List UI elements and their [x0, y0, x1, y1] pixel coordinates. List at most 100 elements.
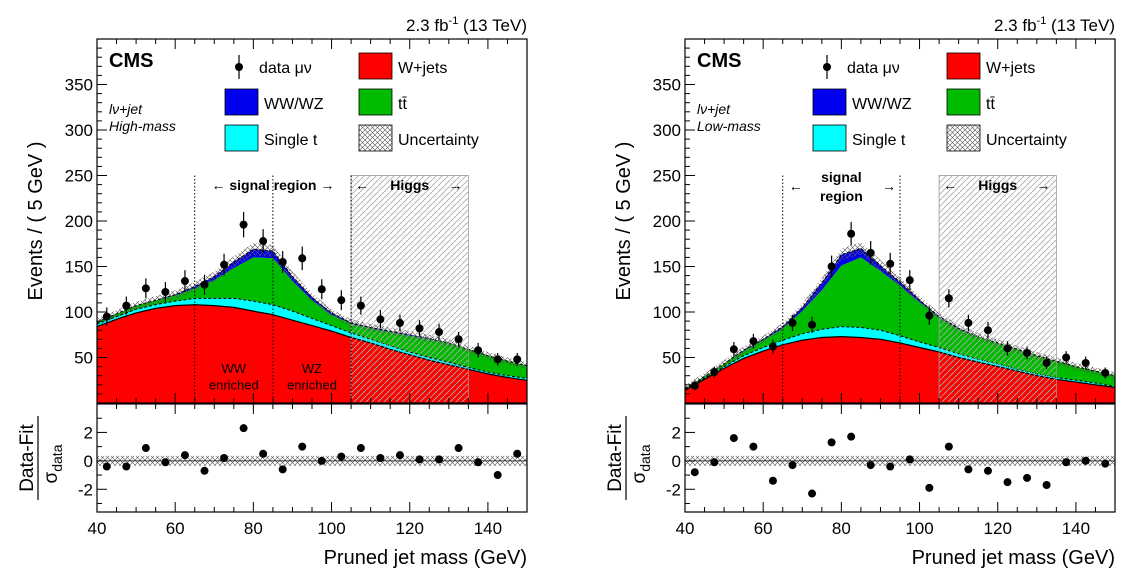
ratio-point	[768, 476, 777, 485]
lumi-sup: -1	[449, 15, 459, 27]
legend: data μν W+jets WW/WZ tt̄ Single t Uncertainty	[812, 52, 1067, 152]
ratio-point	[1101, 459, 1110, 468]
data-point	[122, 301, 131, 310]
data-point	[925, 311, 934, 320]
ratio-y-label-numerator: Data-Fit	[17, 424, 38, 492]
ratio-y-label-numerator: Data-Fit	[605, 424, 626, 492]
lumi-value: 2.3 fb	[406, 16, 449, 35]
enriched-label: enriched	[287, 377, 337, 392]
x-tick-label: 140	[474, 519, 502, 538]
higgs-region	[938, 175, 1057, 403]
data-point	[710, 368, 719, 377]
data-point	[1101, 368, 1110, 377]
data-point	[493, 355, 502, 364]
ratio-point	[200, 466, 209, 475]
data-point	[161, 287, 170, 296]
y-tick-label: 200	[65, 212, 93, 231]
enriched-label: WW	[222, 361, 247, 376]
lumi-suffix: (13 TeV)	[458, 16, 527, 35]
legend-singlet-swatch	[224, 124, 259, 152]
data-point	[141, 284, 150, 293]
data-point	[337, 296, 346, 305]
ratio-point	[454, 444, 463, 453]
y-tick-label: 350	[653, 76, 681, 95]
y-tick-label: 150	[65, 258, 93, 277]
data-point	[1003, 344, 1012, 353]
enriched-label: WZ	[302, 361, 322, 376]
legend-data-label: data μν	[847, 60, 900, 77]
plot-area	[685, 175, 1115, 403]
data-point	[847, 229, 856, 238]
ratio-point	[141, 444, 150, 453]
ratio-point	[122, 462, 131, 471]
arrow-right: →	[882, 178, 896, 194]
arrow-left: ←	[789, 178, 803, 194]
legend-wjets-swatch	[358, 52, 393, 80]
data-point	[102, 312, 111, 321]
data-point	[983, 326, 992, 335]
ratio-point	[808, 489, 817, 498]
data-point	[690, 381, 699, 390]
data-point	[474, 346, 483, 355]
sigma: σ	[629, 471, 650, 483]
legend: data μν W+jets WW/WZ tt̄ Single t Uncertainty	[224, 52, 479, 152]
ratio-point	[1081, 456, 1090, 465]
arrow-left: ←	[943, 177, 957, 193]
sigma-sub: data	[637, 444, 653, 471]
ratio-y-label: Data-Fit σdata	[17, 416, 65, 500]
legend-wwwz-label: WW/WZ	[264, 96, 324, 113]
data-point	[964, 318, 973, 327]
x-tick-label: 140	[1062, 519, 1090, 538]
data-point	[1042, 358, 1051, 367]
data-point	[454, 335, 463, 344]
ratio-point	[356, 444, 365, 453]
data-point	[356, 301, 365, 310]
category-label: lν+jet	[697, 101, 731, 117]
ratio-point	[788, 461, 797, 470]
legend-unc-label: Uncertainty	[398, 132, 479, 149]
ratio-panel: 2 0 -2 40 60 80 100 120 140 Pruned jet mass (GeV)…	[605, 403, 1116, 569]
data-point	[886, 259, 895, 268]
x-tick-label: 80	[244, 519, 263, 538]
data-point	[278, 257, 287, 266]
ratio-point	[180, 451, 189, 460]
data-point	[827, 262, 836, 271]
arrow-right: →	[1036, 177, 1050, 193]
ratio-point	[710, 458, 719, 467]
higgs-label: Higgs	[390, 177, 429, 193]
ratio-point	[983, 466, 992, 475]
data-point	[220, 260, 229, 269]
legend-data-label: data μν	[259, 60, 312, 77]
legend-wwwz-swatch	[812, 88, 847, 116]
data-point	[905, 276, 914, 285]
ratio-point	[886, 462, 895, 471]
higgs-label: Higgs	[978, 177, 1017, 193]
ratio-point	[161, 458, 170, 467]
y-tick-label: 100	[653, 303, 681, 322]
experiment-label: CMS	[697, 50, 741, 72]
x-tick-label: 40	[676, 519, 695, 538]
ratio-point	[239, 424, 248, 433]
data-point	[1081, 358, 1090, 367]
data-point	[239, 220, 248, 229]
legend-wwwz-label: WW/WZ	[852, 96, 912, 113]
ratio-point	[513, 449, 522, 458]
arrow-left: ←	[355, 177, 369, 193]
ratio-point	[337, 452, 346, 461]
data-point	[788, 318, 797, 327]
x-tick-label: 100	[905, 519, 933, 538]
y-tick-label: 200	[653, 212, 681, 231]
data-point	[1062, 353, 1071, 362]
data-point	[180, 277, 189, 286]
category-label: High-mass	[109, 118, 176, 134]
legend-unc-swatch	[946, 124, 981, 152]
ratio-point	[847, 432, 856, 441]
ratio-point	[102, 462, 111, 471]
data-point	[768, 342, 777, 351]
ratio-y-label-denominator: σdata	[41, 444, 65, 483]
signal-region-label: signal	[821, 169, 861, 185]
y-tick-label: 50	[662, 349, 681, 368]
x-tick-label: 120	[396, 519, 424, 538]
